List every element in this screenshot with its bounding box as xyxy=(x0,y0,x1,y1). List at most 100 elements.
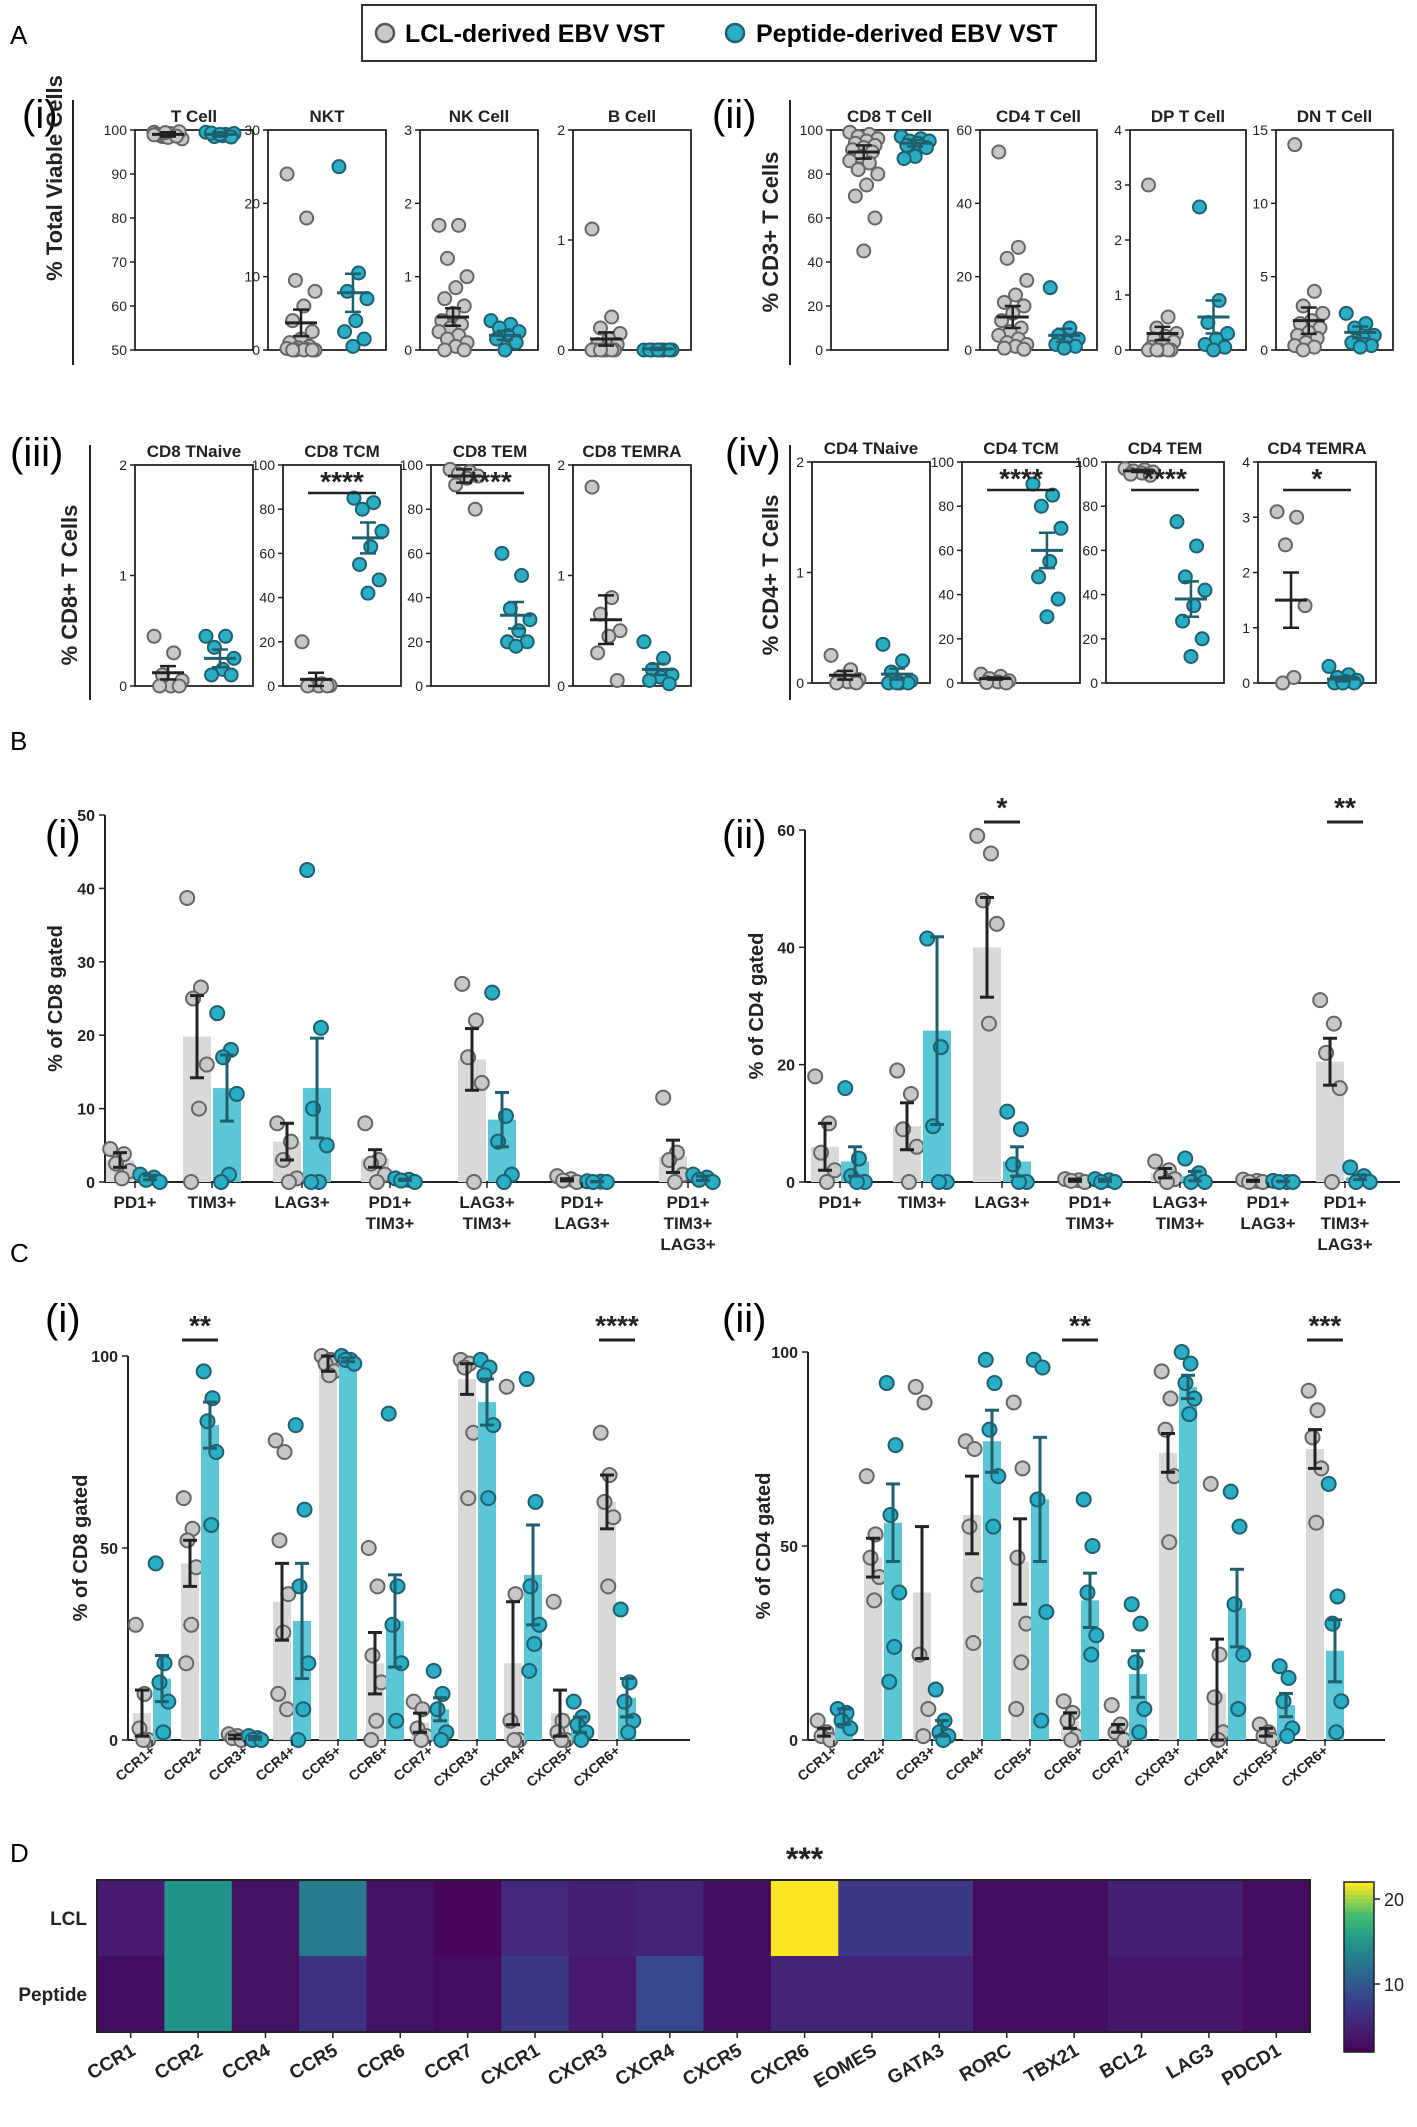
subplot-title: CD4 TNaive xyxy=(824,439,918,458)
pep-point xyxy=(290,1732,307,1748)
pep-point xyxy=(616,1693,633,1710)
pep-point xyxy=(1222,1483,1239,1500)
x-tick-label: TIM3+ xyxy=(1156,1214,1205,1233)
y-tick-label: 60 xyxy=(407,545,423,561)
lcl-point xyxy=(171,678,187,694)
lcl-point xyxy=(190,1100,207,1117)
y-tick-label: 40 xyxy=(259,590,275,606)
heatmap-cell xyxy=(1040,1956,1109,2033)
lcl-point xyxy=(1160,309,1176,325)
colorbar-segment xyxy=(1344,1903,1374,1909)
y-tick-label: 80 xyxy=(938,498,954,514)
heatmap-cell xyxy=(164,1880,233,1957)
lcl-bar xyxy=(598,1501,616,1740)
lcl-point xyxy=(465,1174,482,1190)
x-tick-label: CCR4+ xyxy=(252,1742,298,1784)
plot-frame xyxy=(1275,129,1394,351)
significance-label: **** xyxy=(320,466,364,497)
colorbar-segment xyxy=(1344,1950,1374,1955)
y-tick-label: 60 xyxy=(259,545,275,561)
y-tick-label: 30 xyxy=(244,122,260,138)
y-tick-label: 1 xyxy=(557,232,565,248)
heatmap-cell xyxy=(366,1956,435,2033)
colorbar-segment xyxy=(1344,2009,1374,2015)
x-tick-label: CXCR6+ xyxy=(1278,1742,1331,1790)
x-tick-label: LAG3+ xyxy=(274,1193,329,1212)
y-tick-label: 2 xyxy=(557,457,565,473)
x-tick-label: TIM3+ xyxy=(463,1214,512,1233)
pep-point xyxy=(346,490,362,506)
subplot: NKT 0 10 20 30 xyxy=(244,107,387,358)
y-tick-label: 2 xyxy=(796,454,804,470)
heatmap-column-label: LAG3 xyxy=(1163,2040,1217,2084)
colorbar-segment xyxy=(1344,2039,1374,2045)
pep-point xyxy=(837,1080,854,1097)
y-tick-label: 2 xyxy=(557,122,565,138)
x-tick-label: CXCR6+ xyxy=(570,1742,623,1790)
colorbar-segment xyxy=(1344,2047,1374,2053)
lcl-point xyxy=(431,217,447,233)
pep-point xyxy=(1194,631,1210,647)
pep-point xyxy=(1173,1344,1190,1360)
colorbar-segment xyxy=(1344,1958,1374,1964)
y-tick-label: 60 xyxy=(956,122,972,138)
x-tick-label: CCR1+ xyxy=(794,1742,840,1784)
pep-point xyxy=(198,628,214,644)
lcl-point xyxy=(198,1056,215,1073)
x-tick-label: CCR5+ xyxy=(990,1742,1036,1784)
panel-letter-c: C xyxy=(10,1238,29,1268)
pep-point xyxy=(295,1701,312,1718)
lcl-bar xyxy=(1011,1561,1029,1740)
lcl-point xyxy=(1147,1153,1164,1170)
colorbar-segment xyxy=(1344,2035,1374,2040)
pep-point xyxy=(495,1174,512,1190)
pep-point xyxy=(497,342,513,358)
lcl-point xyxy=(1008,1700,1025,1717)
subpanel-label-ai: (i) xyxy=(22,93,58,137)
pep-point xyxy=(1192,199,1208,215)
y-tick-label: 100 xyxy=(104,122,128,138)
heatmap-column-label: GATA3 xyxy=(884,2040,948,2089)
pep-point xyxy=(887,1437,904,1454)
heatmap-column-label: CCR7 xyxy=(421,2040,476,2084)
pep-point xyxy=(195,1363,212,1380)
y-tick-label: 0 xyxy=(786,1175,795,1192)
pep-point xyxy=(494,545,510,561)
y-tick-label: 80 xyxy=(807,166,823,182)
y-tick-label: 20 xyxy=(259,634,275,650)
subplot-title: CD8 TNaive xyxy=(147,442,241,461)
lcl-point xyxy=(965,1635,982,1651)
y-tick-label: 1 xyxy=(1242,620,1250,636)
colorbar-segment xyxy=(1344,1890,1374,1896)
pep-point xyxy=(1083,1646,1100,1663)
y-tick-label: 0 xyxy=(796,675,804,691)
pep-point xyxy=(1280,1669,1297,1686)
pep-point xyxy=(1230,1700,1247,1717)
pep-point xyxy=(1012,1121,1029,1138)
lcl-point xyxy=(1005,1394,1022,1411)
lcl-point xyxy=(870,166,886,182)
lcl-point xyxy=(451,217,467,233)
heatmap-column-label: CCR2 xyxy=(151,2040,206,2084)
y-tick-label: 20 xyxy=(956,269,972,285)
panel-cii: % of CD4 gated 0 50 100 CCR1+ CCR2+ CCR3+ CCR4+… xyxy=(753,1310,1385,1790)
heatmap-cell xyxy=(838,1956,907,2033)
pep-point xyxy=(388,1712,405,1729)
lcl-point xyxy=(915,1728,932,1745)
lcl-point xyxy=(980,1015,997,1032)
plot-frame xyxy=(282,464,402,687)
y-tick-label: 0 xyxy=(267,678,275,694)
pep-bar xyxy=(983,1441,1001,1740)
y-tick-label: 10 xyxy=(77,1102,95,1119)
lcl-point xyxy=(280,1174,297,1190)
lcl-point xyxy=(1063,1732,1080,1748)
lcl-point xyxy=(847,188,863,204)
pep-point xyxy=(380,1405,397,1422)
lcl-point xyxy=(1289,509,1305,525)
lcl-point xyxy=(889,1062,906,1079)
x-tick-label: CCR4+ xyxy=(942,1742,988,1784)
lcl-point xyxy=(1019,272,1035,288)
y-tick-label: 0 xyxy=(119,678,127,694)
pep-point xyxy=(331,159,347,175)
y-tick-label: 0 xyxy=(946,675,954,691)
